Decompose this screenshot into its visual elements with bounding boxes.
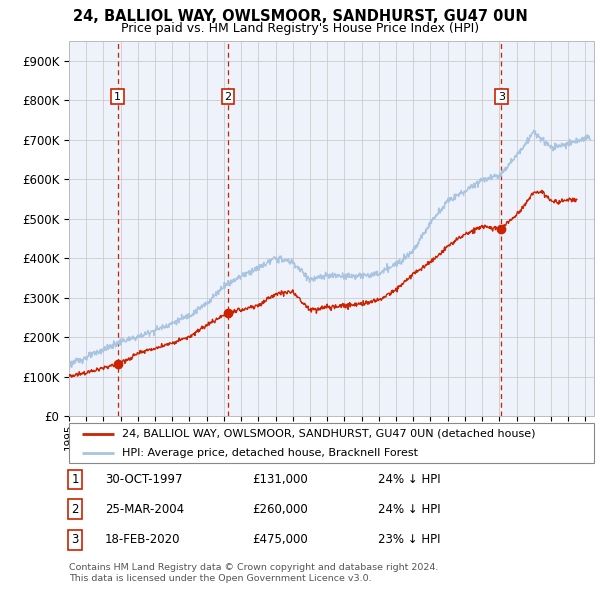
Text: 24, BALLIOL WAY, OWLSMOOR, SANDHURST, GU47 0UN: 24, BALLIOL WAY, OWLSMOOR, SANDHURST, GU… (73, 9, 527, 24)
Text: £260,000: £260,000 (252, 503, 308, 516)
Text: 24, BALLIOL WAY, OWLSMOOR, SANDHURST, GU47 0UN (detached house): 24, BALLIOL WAY, OWLSMOOR, SANDHURST, GU… (121, 429, 535, 439)
Text: £131,000: £131,000 (252, 473, 308, 486)
Text: £475,000: £475,000 (252, 533, 308, 546)
Text: HPI: Average price, detached house, Bracknell Forest: HPI: Average price, detached house, Brac… (121, 448, 418, 458)
Text: 23% ↓ HPI: 23% ↓ HPI (378, 533, 440, 546)
Text: 2: 2 (224, 91, 232, 101)
Text: 2: 2 (71, 503, 79, 516)
Text: 3: 3 (498, 91, 505, 101)
Text: 18-FEB-2020: 18-FEB-2020 (105, 533, 181, 546)
Text: Contains HM Land Registry data © Crown copyright and database right 2024.: Contains HM Land Registry data © Crown c… (69, 563, 439, 572)
Text: Price paid vs. HM Land Registry's House Price Index (HPI): Price paid vs. HM Land Registry's House … (121, 22, 479, 35)
FancyBboxPatch shape (69, 423, 594, 463)
Text: 24% ↓ HPI: 24% ↓ HPI (378, 473, 440, 486)
Text: 24% ↓ HPI: 24% ↓ HPI (378, 503, 440, 516)
Text: 25-MAR-2004: 25-MAR-2004 (105, 503, 184, 516)
Text: 30-OCT-1997: 30-OCT-1997 (105, 473, 182, 486)
Text: This data is licensed under the Open Government Licence v3.0.: This data is licensed under the Open Gov… (69, 574, 371, 583)
Text: 1: 1 (71, 473, 79, 486)
Text: 1: 1 (114, 91, 121, 101)
Text: 3: 3 (71, 533, 79, 546)
